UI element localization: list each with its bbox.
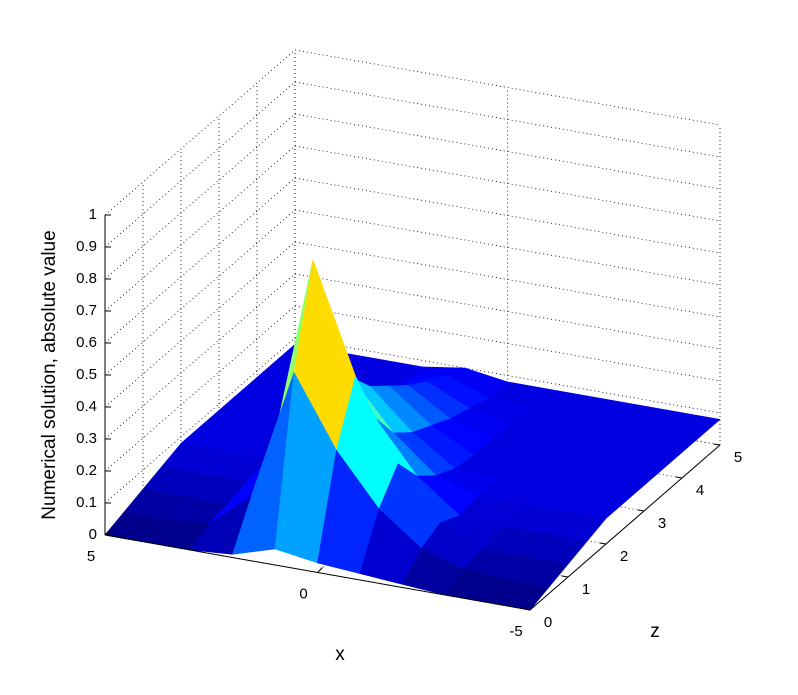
z-tick-label: 0.6 xyxy=(76,334,97,351)
z-tick-label: 0.3 xyxy=(76,430,97,447)
y-axis-label: z xyxy=(650,621,660,642)
y-tick xyxy=(675,476,683,479)
y-axis xyxy=(529,444,721,611)
y-tick xyxy=(599,542,607,545)
x-axis-label: x xyxy=(335,644,345,665)
y-tick-label: 5 xyxy=(734,449,742,466)
x-tick xyxy=(317,567,323,573)
y-tick-label: 3 xyxy=(658,515,666,532)
y-tick-label: 1 xyxy=(582,581,590,598)
z-tick-label: 0.2 xyxy=(76,462,97,479)
z-tick-label: 1 xyxy=(89,206,97,223)
z-tick-label: 0.9 xyxy=(76,238,97,255)
x-tick xyxy=(529,604,536,611)
y-tick-label: 0 xyxy=(544,614,552,631)
y-tick xyxy=(637,509,645,512)
z-tick-label: 0.8 xyxy=(76,270,97,287)
x-tick-label: -5 xyxy=(509,623,522,640)
z-tick-label: 0.7 xyxy=(76,302,97,319)
y-tick xyxy=(713,443,721,446)
y-tick xyxy=(523,608,531,611)
y-tick-label: 2 xyxy=(620,548,628,565)
x-tick-label: 0 xyxy=(299,585,307,602)
z-axis-label: Numerical solution, absolute value xyxy=(39,230,60,519)
z-tick-label: 0.1 xyxy=(76,494,97,511)
x-tick xyxy=(104,529,111,536)
x-tick-label: 5 xyxy=(87,548,95,565)
y-tick xyxy=(561,575,569,578)
z-tick-label: 0.5 xyxy=(76,366,97,383)
z-tick-label: 0.4 xyxy=(76,398,97,415)
z-tick-label: 0 xyxy=(89,526,97,543)
y-tick-label: 4 xyxy=(696,482,704,499)
